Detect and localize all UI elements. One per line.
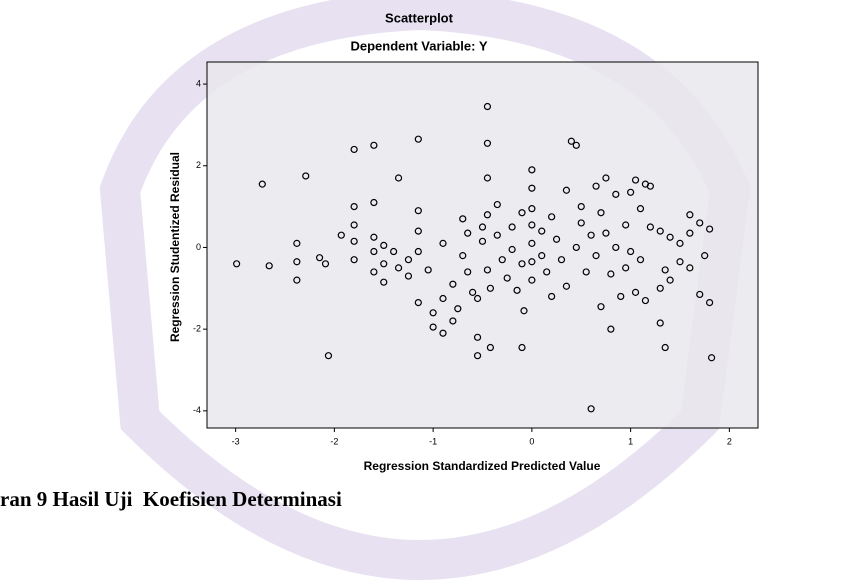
x-tick-label: 0 xyxy=(529,436,534,446)
y-tick-label: -4 xyxy=(193,405,201,415)
x-tick-label: 2 xyxy=(727,436,732,446)
y-tick-label: 2 xyxy=(196,160,201,170)
x-axis-label: Regression Standardized Predicted Value xyxy=(364,459,601,473)
x-tick-label: -3 xyxy=(232,436,240,446)
plot-area xyxy=(207,62,758,428)
x-tick-label: -1 xyxy=(429,436,437,446)
y-axis-label: Regression Studentized Residual xyxy=(168,152,182,342)
caption: ran 9 Hasil Uji Koefisien Determinasi xyxy=(0,487,342,512)
chart-title: Scatterplot xyxy=(385,10,454,25)
y-tick-label: 4 xyxy=(196,78,201,88)
x-tick-label: -2 xyxy=(330,436,338,446)
chart-subtitle: Dependent Variable: Y xyxy=(350,38,487,53)
page: Scatterplot Dependent Variable: Y Regres… xyxy=(0,0,848,587)
y-tick-label: 0 xyxy=(196,242,201,252)
y-tick-label: -2 xyxy=(193,324,201,334)
x-tick-label: 1 xyxy=(628,436,633,446)
